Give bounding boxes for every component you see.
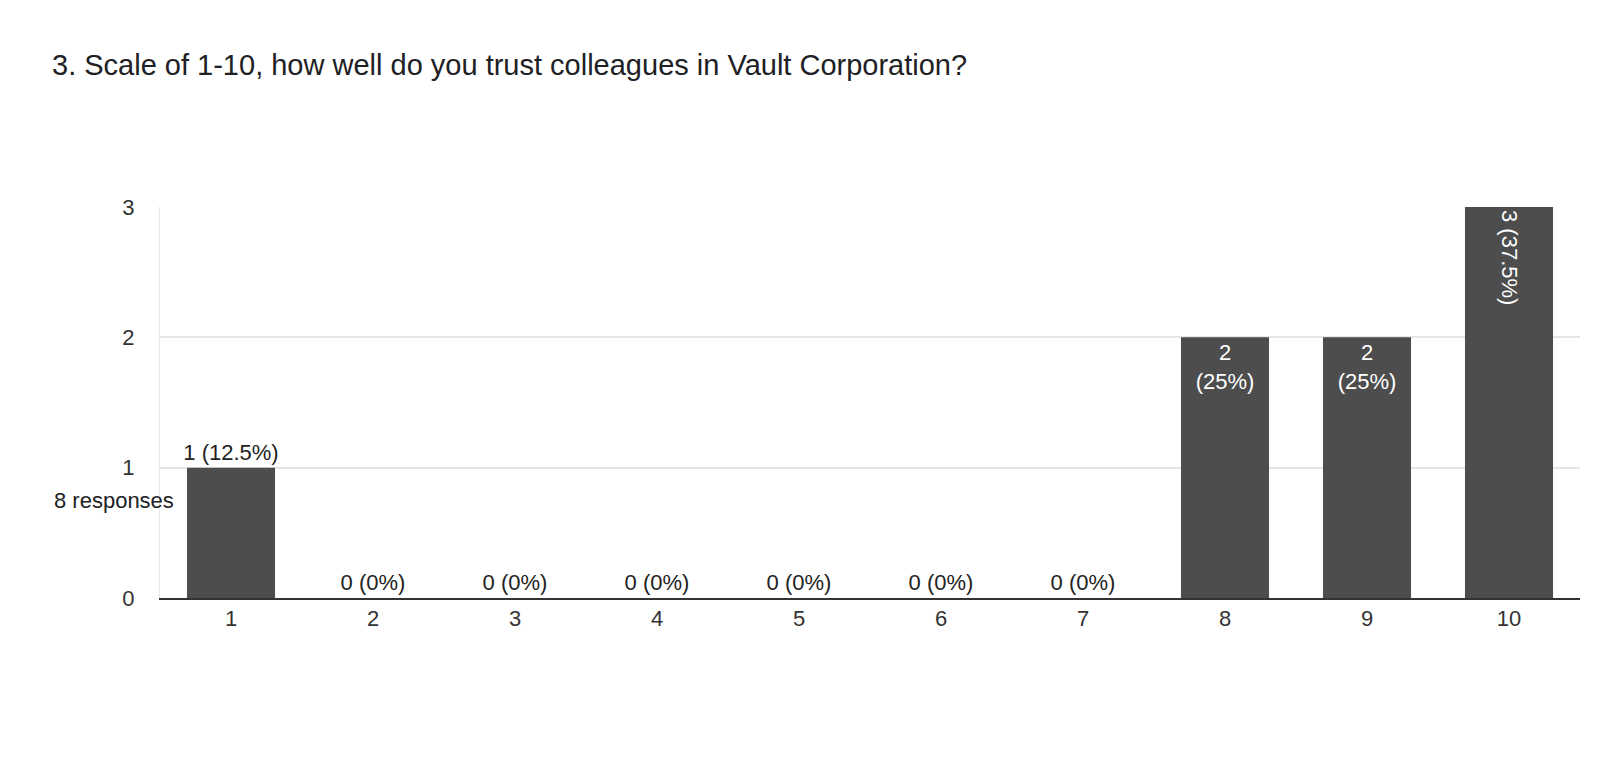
svg-text:2: 2 (367, 606, 379, 631)
svg-text:8 responses: 8 responses (54, 488, 174, 513)
svg-text:0 (0%): 0 (0%) (483, 570, 548, 595)
svg-text:9: 9 (1361, 606, 1373, 631)
svg-text:5: 5 (793, 606, 805, 631)
svg-text:0 (0%): 0 (0%) (909, 570, 974, 595)
svg-text:3. Scale of 1-10, how well do: 3. Scale of 1-10, how well do you trust … (52, 49, 967, 81)
svg-text:3 (37.5%): 3 (37.5%) (1497, 210, 1522, 305)
svg-text:0 (0%): 0 (0%) (625, 570, 690, 595)
svg-text:2: 2 (122, 325, 134, 350)
svg-text:8: 8 (1219, 606, 1231, 631)
svg-text:10: 10 (1497, 606, 1521, 631)
svg-text:2(25%): 2(25%) (1338, 340, 1397, 394)
svg-text:6: 6 (935, 606, 947, 631)
svg-text:0 (0%): 0 (0%) (341, 570, 406, 595)
svg-text:1 (12.5%): 1 (12.5%) (183, 440, 278, 465)
svg-text:4: 4 (651, 606, 663, 631)
svg-text:1: 1 (122, 455, 134, 480)
svg-text:3: 3 (509, 606, 521, 631)
svg-text:0 (0%): 0 (0%) (1051, 570, 1116, 595)
svg-text:7: 7 (1077, 606, 1089, 631)
svg-text:0 (0%): 0 (0%) (767, 570, 832, 595)
svg-text:3: 3 (122, 195, 134, 220)
svg-text:2(25%): 2(25%) (1196, 340, 1255, 394)
svg-text:0: 0 (122, 586, 134, 611)
svg-text:1: 1 (225, 606, 237, 631)
